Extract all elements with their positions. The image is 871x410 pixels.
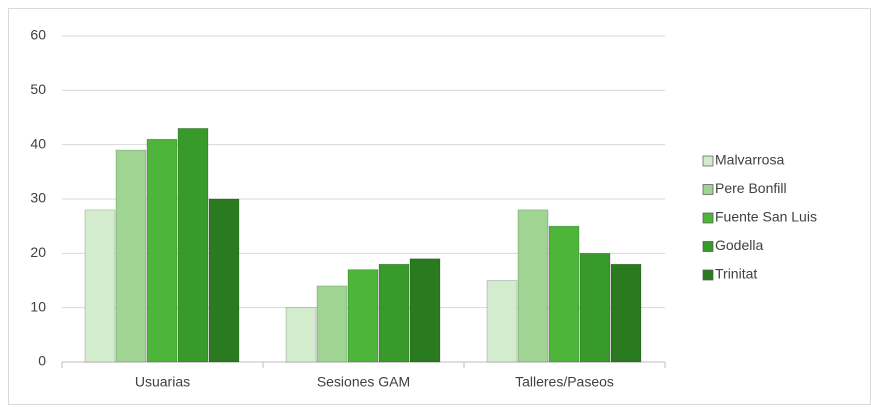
legend-label: Pere Bonfill (715, 180, 787, 196)
y-tick-label: 40 (30, 135, 46, 151)
x-tick-label: Usuarias (135, 374, 190, 390)
legend-swatch (702, 155, 714, 167)
bar (84, 209, 116, 363)
bar (285, 307, 317, 363)
bar (347, 269, 379, 363)
bar (378, 263, 410, 363)
bar (208, 198, 240, 363)
bar (409, 258, 441, 363)
bar (548, 225, 580, 363)
y-tick-label: 0 (38, 353, 46, 369)
bar (146, 138, 178, 363)
legend-label: Godella (715, 237, 763, 253)
bar (115, 149, 147, 363)
y-tick-label: 20 (30, 244, 46, 260)
y-tick-label: 30 (30, 190, 46, 206)
legend-swatch (702, 184, 714, 195)
bar (517, 209, 549, 363)
y-tick-label: 60 (30, 27, 46, 43)
legend-label: Trinitat (715, 266, 757, 282)
legend-label: Malvarrosa (715, 152, 784, 168)
legend-swatch (702, 212, 714, 224)
bar (177, 128, 209, 363)
legend-swatch (702, 241, 714, 252)
y-tick-label: 50 (30, 81, 46, 97)
y-tick-label: 10 (30, 298, 46, 314)
bar (486, 280, 518, 363)
legend-label: Fuente San Luis (715, 209, 817, 225)
bar (610, 263, 642, 363)
legend-swatch (702, 269, 714, 281)
x-tick-label: Talleres/Paseos (515, 374, 614, 390)
x-tick-label: Sesiones GAM (317, 374, 410, 390)
bar (579, 252, 611, 363)
bar (316, 285, 348, 363)
